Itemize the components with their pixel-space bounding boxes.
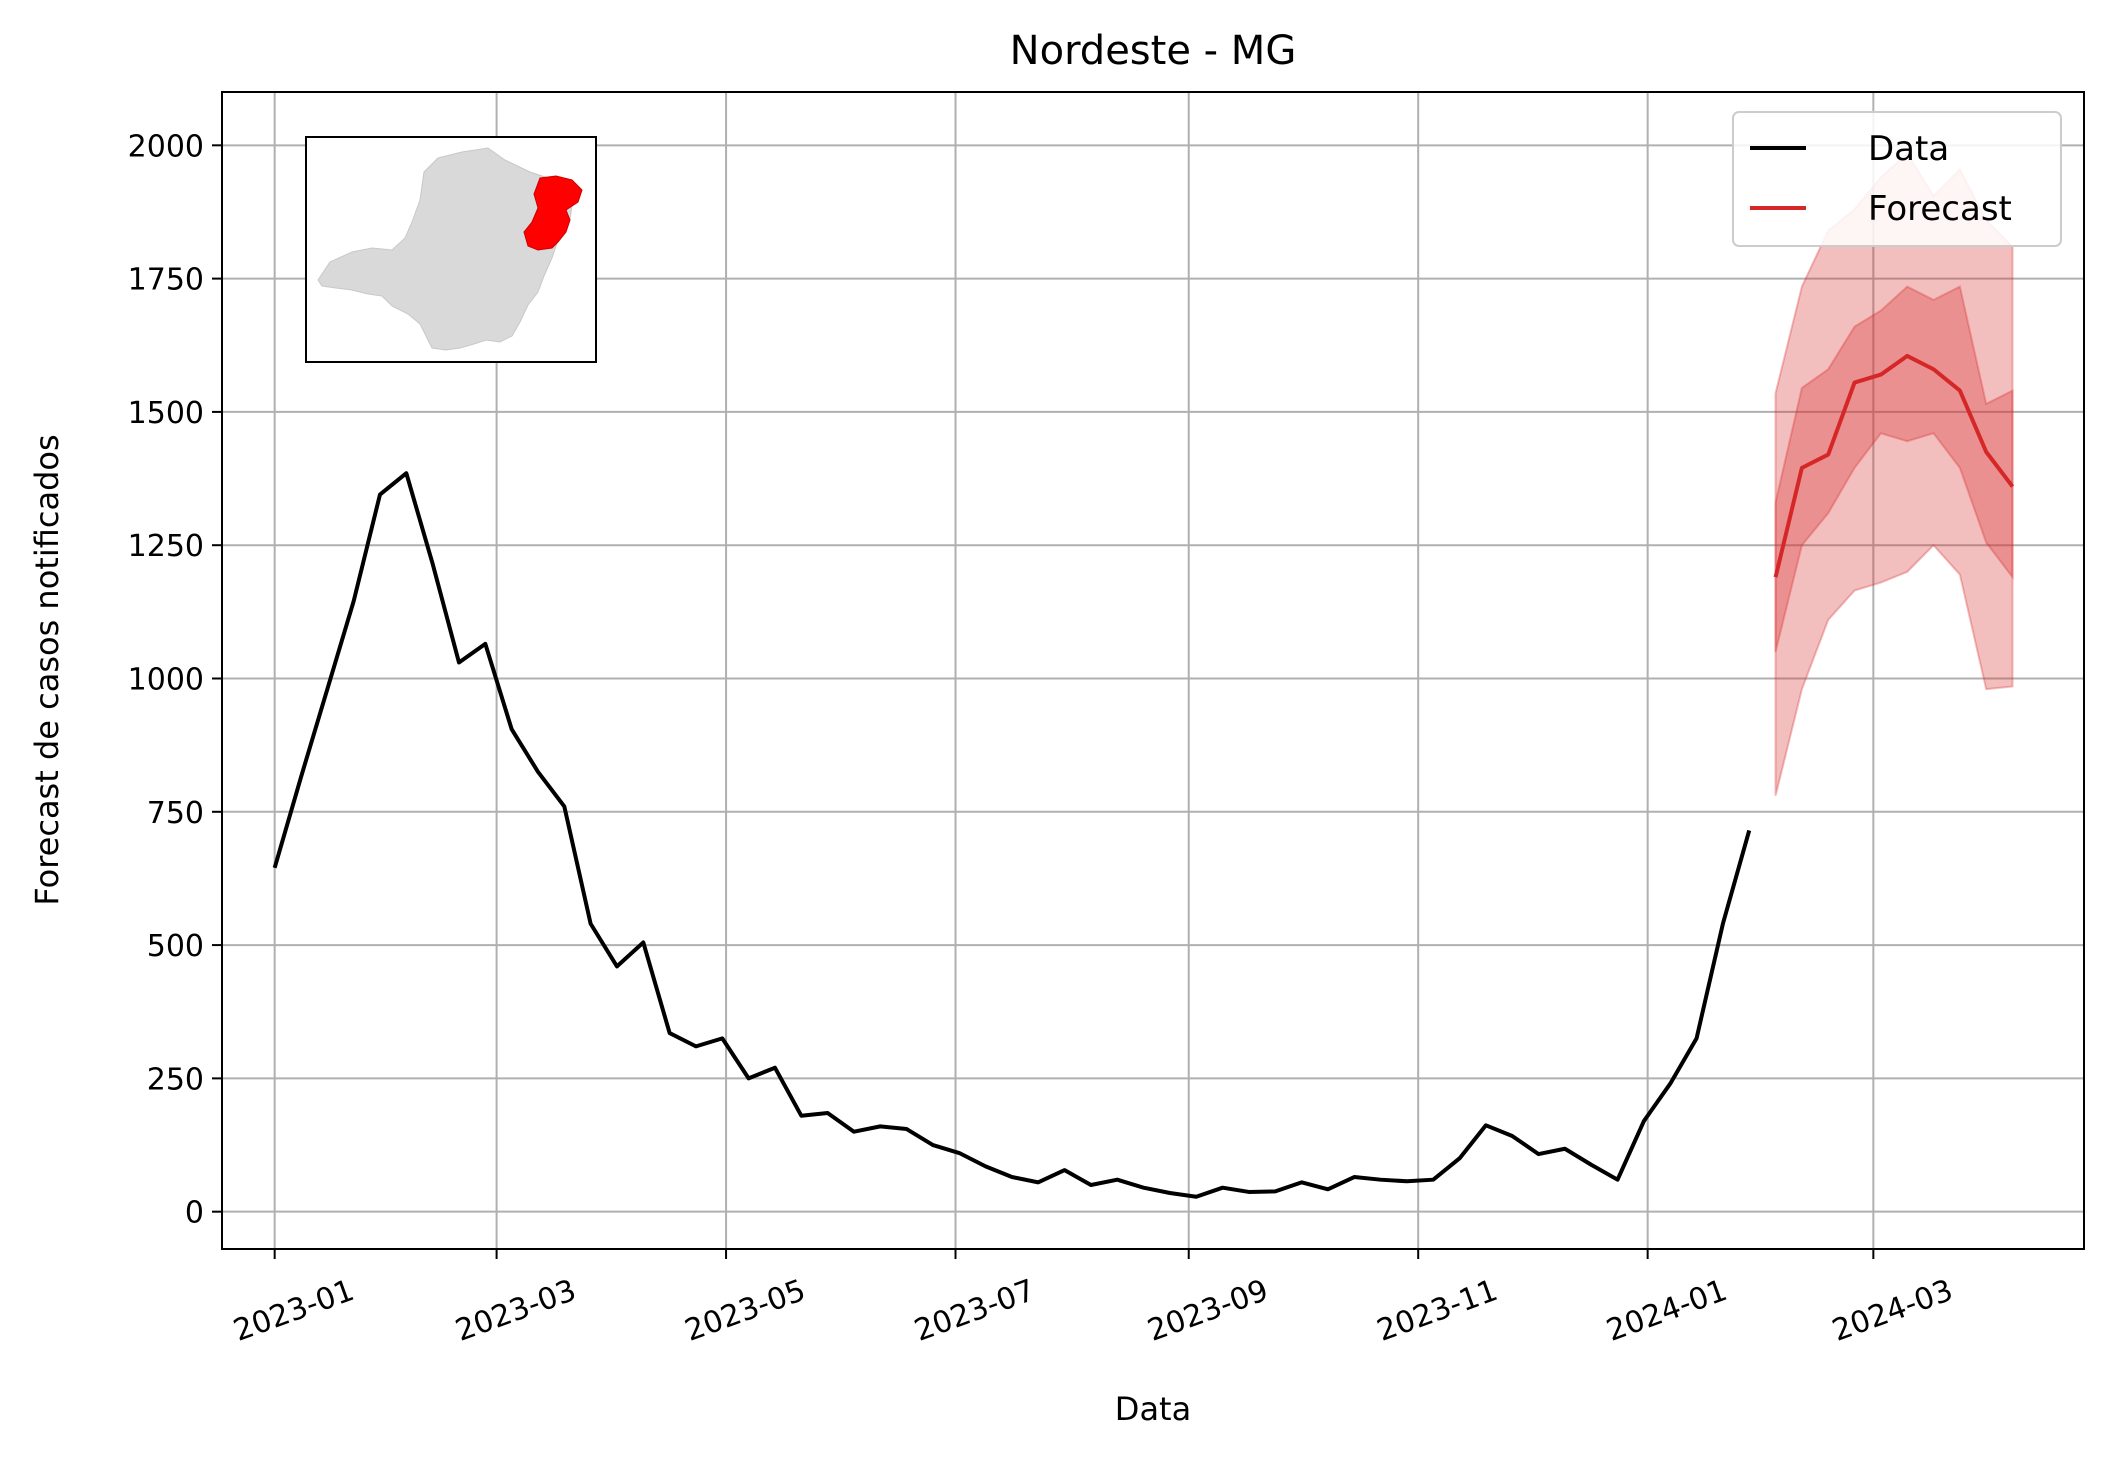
y-axis: 0 250 500 750 1000 1250 1500 1750 2000 xyxy=(128,129,222,1231)
chart-title: Nordeste - MG xyxy=(1010,28,1297,74)
state-shape xyxy=(317,147,573,351)
y-tick-label: 750 xyxy=(147,796,204,831)
plot-frame xyxy=(221,91,2085,1250)
y-tick-label: 0 xyxy=(185,1196,204,1231)
legend-box xyxy=(1732,111,2062,247)
forecast-inner-band xyxy=(1774,285,2014,653)
y-tick-label: 500 xyxy=(147,929,204,964)
y-tick-label: 1750 xyxy=(128,263,204,298)
x-axis-title: Data xyxy=(1115,1390,1191,1428)
series-lines xyxy=(272,353,2015,1199)
inset-map xyxy=(305,136,597,363)
grid xyxy=(222,92,2084,1249)
series-line-forecast xyxy=(1773,353,2015,578)
highlighted-region xyxy=(523,175,583,251)
series-line-data xyxy=(272,471,1752,1199)
y-tick-label: 1500 xyxy=(128,396,204,431)
y-tick-label: 1250 xyxy=(128,529,204,564)
y-tick-label: 1000 xyxy=(128,662,204,697)
forecast-bands xyxy=(1774,151,2014,797)
y-tick-label: 250 xyxy=(147,1062,204,1097)
legend: Data Forecast xyxy=(1732,111,2062,247)
y-tick-label: 2000 xyxy=(128,129,204,164)
legend-label-forecast: Forecast xyxy=(1868,189,2012,229)
legend-label-data: Data xyxy=(1868,129,1949,169)
y-axis-title: Forecast de casos notificados xyxy=(28,434,66,905)
